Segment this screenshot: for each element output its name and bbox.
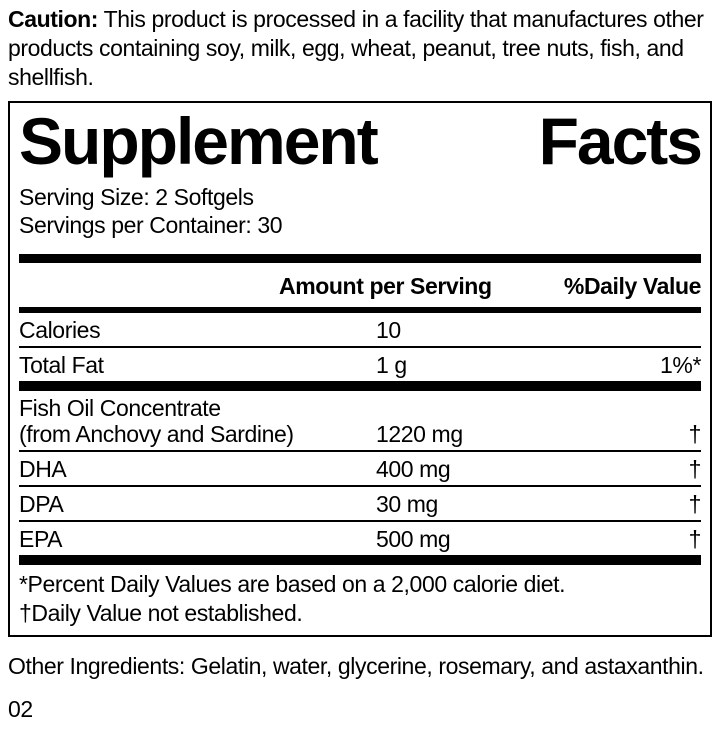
column-header-daily-value: %Daily Value (563, 273, 702, 299)
column-header-row: Amount per Serving %Daily Value (19, 263, 701, 307)
row-name: DHA (19, 456, 67, 482)
caution-text: Caution: This product is processed in a … (8, 5, 710, 92)
row-name-line1: Fish Oil Concentrate (19, 395, 221, 421)
thick-rule-mid (19, 381, 701, 391)
footnote-dagger: †Daily Value not established. (19, 600, 303, 626)
row-name: Fish Oil Concentrate (from Anchovy and S… (19, 395, 376, 447)
table-row-dha: DHA 400 mg † (19, 450, 701, 485)
serving-block: Serving Size: 2 Softgels Servings per Co… (19, 183, 701, 239)
other-ingredients: Other Ingredients: Gelatin, water, glyce… (8, 653, 704, 679)
panel-title: Supplement Facts (19, 104, 703, 178)
row-name-line2: (from Anchovy and Sardine) (19, 421, 294, 447)
row-amount: 500 mg (376, 526, 451, 552)
thick-rule-bottom (19, 555, 701, 565)
panel-title-word2: Facts (538, 104, 703, 178)
row-daily-value: 1%* (660, 352, 701, 378)
row-name: Calories (19, 317, 101, 343)
row-amount: 30 mg (376, 491, 438, 517)
caution-body: This product is processed in a facility … (8, 6, 704, 90)
row-amount: 1 g (376, 352, 407, 378)
table-row-dpa: DPA 30 mg † (19, 485, 701, 520)
serving-size: Serving Size: 2 Softgels (19, 184, 254, 210)
row-name: Total Fat (19, 352, 104, 378)
servings-per-container: Servings per Container: 30 (19, 212, 283, 238)
table-row-fish-oil-concentrate: Fish Oil Concentrate (from Anchovy and S… (19, 391, 701, 450)
supplement-facts-panel: Supplement Facts Serving Size: 2 Softgel… (8, 101, 712, 637)
table-row-calories: Calories 10 (19, 313, 701, 346)
row-daily-value: † (688, 526, 702, 552)
row-daily-value: † (688, 491, 702, 517)
table-row-epa: EPA 500 mg † (19, 520, 701, 555)
row-name: EPA (19, 526, 63, 552)
thick-rule-top (19, 254, 701, 263)
medium-rule-under-header (19, 307, 701, 313)
row-daily-value: † (688, 421, 702, 447)
row-amount: 1220 mg (376, 421, 463, 447)
row-amount: 400 mg (376, 456, 451, 482)
caution-label: Caution: (8, 6, 99, 32)
panel-title-word1: Supplement (19, 104, 379, 178)
table-row-total-fat: Total Fat 1 g 1%* (19, 346, 701, 381)
footnote-daily-values: *Percent Daily Values are based on a 2,0… (19, 571, 566, 597)
product-code: 02 (8, 696, 33, 722)
column-header-amount: Amount per Serving (279, 273, 492, 299)
row-amount: 10 (376, 317, 401, 343)
row-daily-value: † (688, 456, 702, 482)
row-name: DPA (19, 491, 64, 517)
footnotes: *Percent Daily Values are based on a 2,0… (19, 565, 701, 635)
